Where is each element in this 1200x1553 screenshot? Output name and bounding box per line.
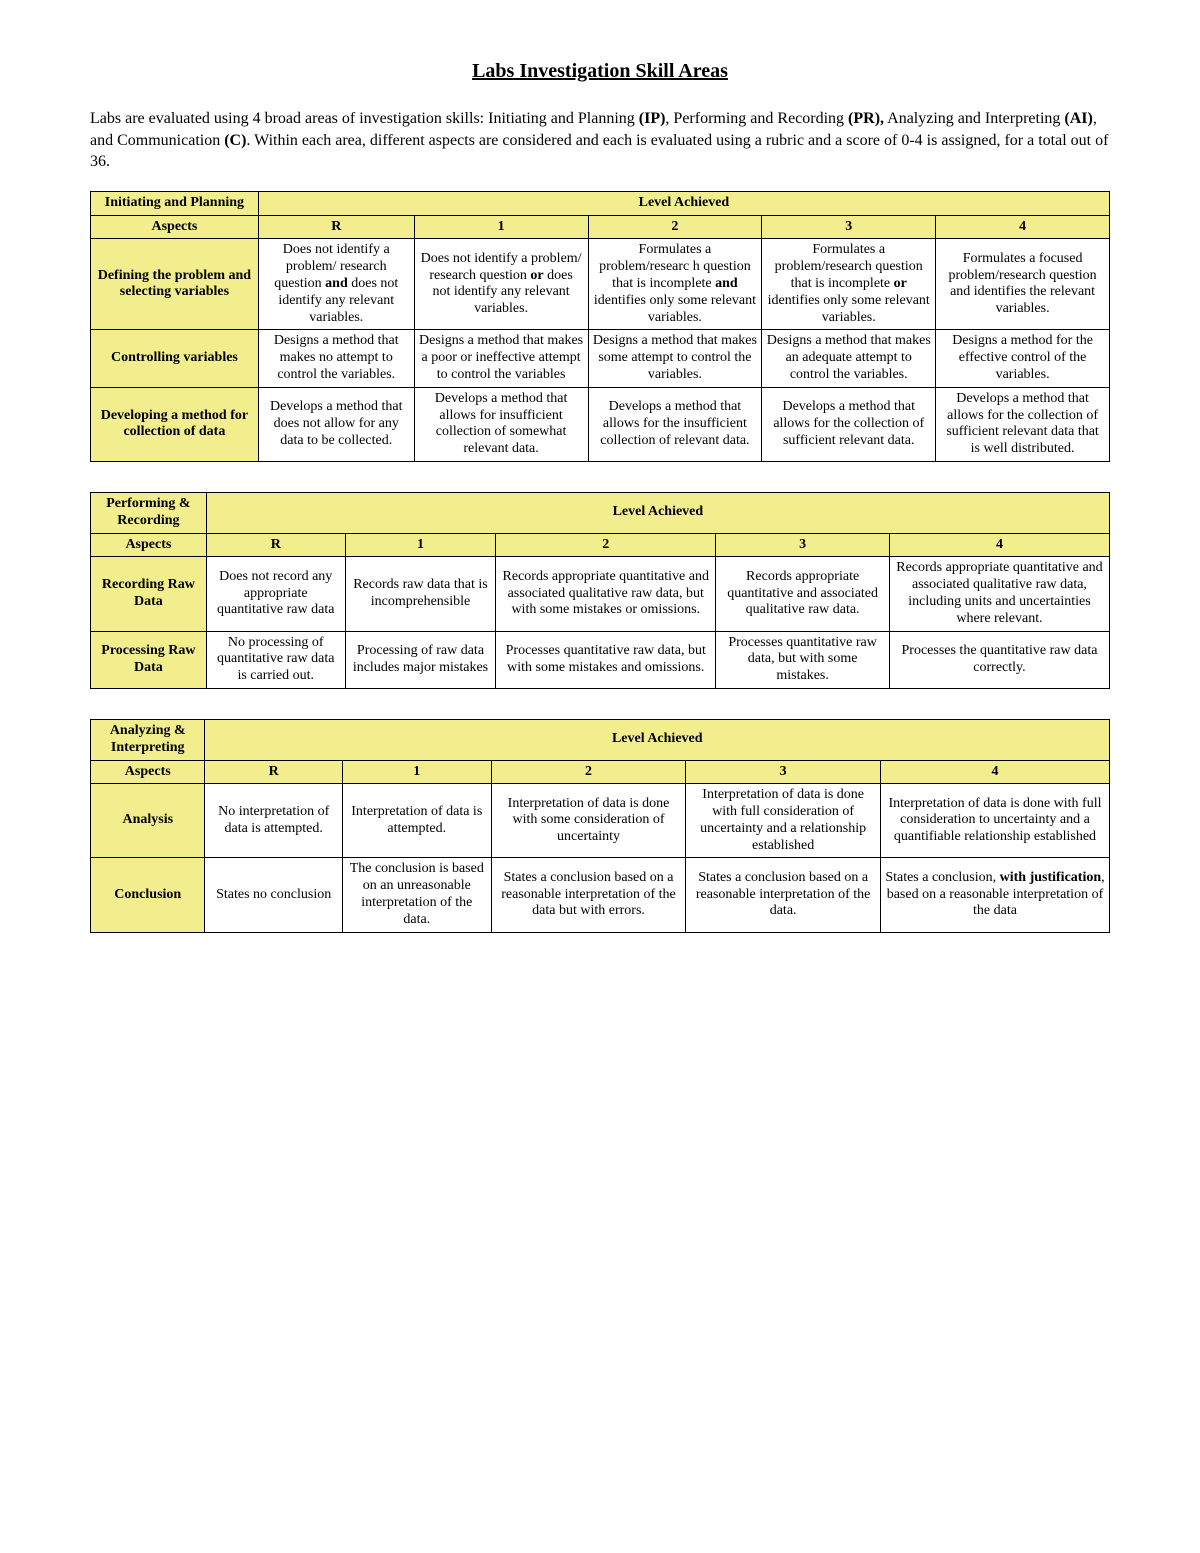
rubric-cell: Develops a method that allows for insuff…	[414, 387, 588, 461]
rubric-row: Processing Raw DataNo processing of quan…	[91, 631, 1110, 688]
aspect-cell: Conclusion	[91, 858, 205, 932]
category-header: Initiating and Planning	[91, 191, 259, 215]
rubric-row: Developing a method for collection of da…	[91, 387, 1110, 461]
rubric-row: Controlling variablesDesigns a method th…	[91, 330, 1110, 387]
rubric-cell: Interpretation of data is attempted.	[342, 784, 491, 858]
level-column-header: 1	[342, 760, 491, 784]
rubric-cell: Does not identify a problem/ research qu…	[258, 239, 414, 330]
rubric-cell: Does not identify a problem/ research qu…	[414, 239, 588, 330]
rubric-cell: Processes quantitative raw data, but wit…	[496, 631, 716, 688]
level-column-header: 1	[345, 533, 496, 557]
rubric-cell: Records appropriate quantitative and ass…	[496, 557, 716, 631]
level-column-header: 3	[716, 533, 890, 557]
rubric-table: Analyzing & InterpretingLevel AchievedAs…	[90, 719, 1110, 933]
rubric-row: AnalysisNo interpretation of data is att…	[91, 784, 1110, 858]
rubric-cell: Designs a method that makes no attempt t…	[258, 330, 414, 387]
aspects-header: Aspects	[91, 533, 207, 557]
rubric-cell: Formulates a focused problem/research qu…	[936, 239, 1110, 330]
rubric-cell: No interpretation of data is attempted.	[205, 784, 342, 858]
level-column-header: R	[205, 760, 342, 784]
level-column-header: 4	[889, 533, 1109, 557]
level-column-header: R	[258, 215, 414, 239]
rubric-cell: States a conclusion, with justification,…	[880, 858, 1109, 932]
page-title: Labs Investigation Skill Areas	[90, 60, 1110, 83]
rubric-cell: Records raw data that is incomprehensibl…	[345, 557, 496, 631]
level-achieved-header: Level Achieved	[206, 492, 1109, 533]
rubric-tables-container: Initiating and PlanningLevel AchievedAsp…	[90, 191, 1110, 933]
aspects-header: Aspects	[91, 215, 259, 239]
rubric-cell: Develops a method that does not allow fo…	[258, 387, 414, 461]
rubric-cell: Designs a method that makes an adequate …	[762, 330, 936, 387]
rubric-table: Performing & RecordingLevel AchievedAspe…	[90, 492, 1110, 689]
rubric-cell: The conclusion is based on an unreasonab…	[342, 858, 491, 932]
level-column-header: 2	[491, 760, 686, 784]
rubric-cell: States no conclusion	[205, 858, 342, 932]
rubric-cell: Formulates a problem/research question t…	[762, 239, 936, 330]
rubric-cell: Designs a method that makes a poor or in…	[414, 330, 588, 387]
level-column-header: 4	[936, 215, 1110, 239]
rubric-cell: States a conclusion based on a reasonabl…	[491, 858, 686, 932]
rubric-cell: Processes the quantitative raw data corr…	[889, 631, 1109, 688]
aspect-cell: Developing a method for collection of da…	[91, 387, 259, 461]
level-column-header: 1	[414, 215, 588, 239]
level-column-header: 2	[588, 215, 762, 239]
rubric-cell: Interpretation of data is done with some…	[491, 784, 686, 858]
rubric-cell: Does not record any appropriate quantita…	[206, 557, 345, 631]
level-achieved-header: Level Achieved	[205, 719, 1110, 760]
rubric-cell: Develops a method that allows for the in…	[588, 387, 762, 461]
rubric-cell: No processing of quantitative raw data i…	[206, 631, 345, 688]
aspect-cell: Defining the problem and selecting varia…	[91, 239, 259, 330]
rubric-cell: Develops a method that allows for the co…	[762, 387, 936, 461]
level-column-header: R	[206, 533, 345, 557]
aspect-cell: Recording Raw Data	[91, 557, 207, 631]
intro-paragraph: Labs are evaluated using 4 broad areas o…	[90, 108, 1110, 173]
level-column-header: 4	[880, 760, 1109, 784]
aspect-cell: Controlling variables	[91, 330, 259, 387]
rubric-cell: Records appropriate quantitative and ass…	[716, 557, 890, 631]
rubric-cell: Designs a method that makes some attempt…	[588, 330, 762, 387]
rubric-cell: Interpretation of data is done with full…	[880, 784, 1109, 858]
level-column-header: 3	[686, 760, 881, 784]
rubric-row: Defining the problem and selecting varia…	[91, 239, 1110, 330]
rubric-cell: Develops a method that allows for the co…	[936, 387, 1110, 461]
level-achieved-header: Level Achieved	[258, 191, 1109, 215]
aspects-header: Aspects	[91, 760, 205, 784]
rubric-cell: Records appropriate quantitative and ass…	[889, 557, 1109, 631]
category-header: Analyzing & Interpreting	[91, 719, 205, 760]
rubric-cell: Processes quantitative raw data, but wit…	[716, 631, 890, 688]
rubric-cell: States a conclusion based on a reasonabl…	[686, 858, 881, 932]
aspect-cell: Processing Raw Data	[91, 631, 207, 688]
level-column-header: 2	[496, 533, 716, 557]
rubric-row: ConclusionStates no conclusionThe conclu…	[91, 858, 1110, 932]
rubric-cell: Processing of raw data includes major mi…	[345, 631, 496, 688]
aspect-cell: Analysis	[91, 784, 205, 858]
level-column-header: 3	[762, 215, 936, 239]
rubric-cell: Designs a method for the effective contr…	[936, 330, 1110, 387]
rubric-cell: Formulates a problem/researc h question …	[588, 239, 762, 330]
category-header: Performing & Recording	[91, 492, 207, 533]
rubric-row: Recording Raw DataDoes not record any ap…	[91, 557, 1110, 631]
rubric-table: Initiating and PlanningLevel AchievedAsp…	[90, 191, 1110, 462]
rubric-cell: Interpretation of data is done with full…	[686, 784, 881, 858]
